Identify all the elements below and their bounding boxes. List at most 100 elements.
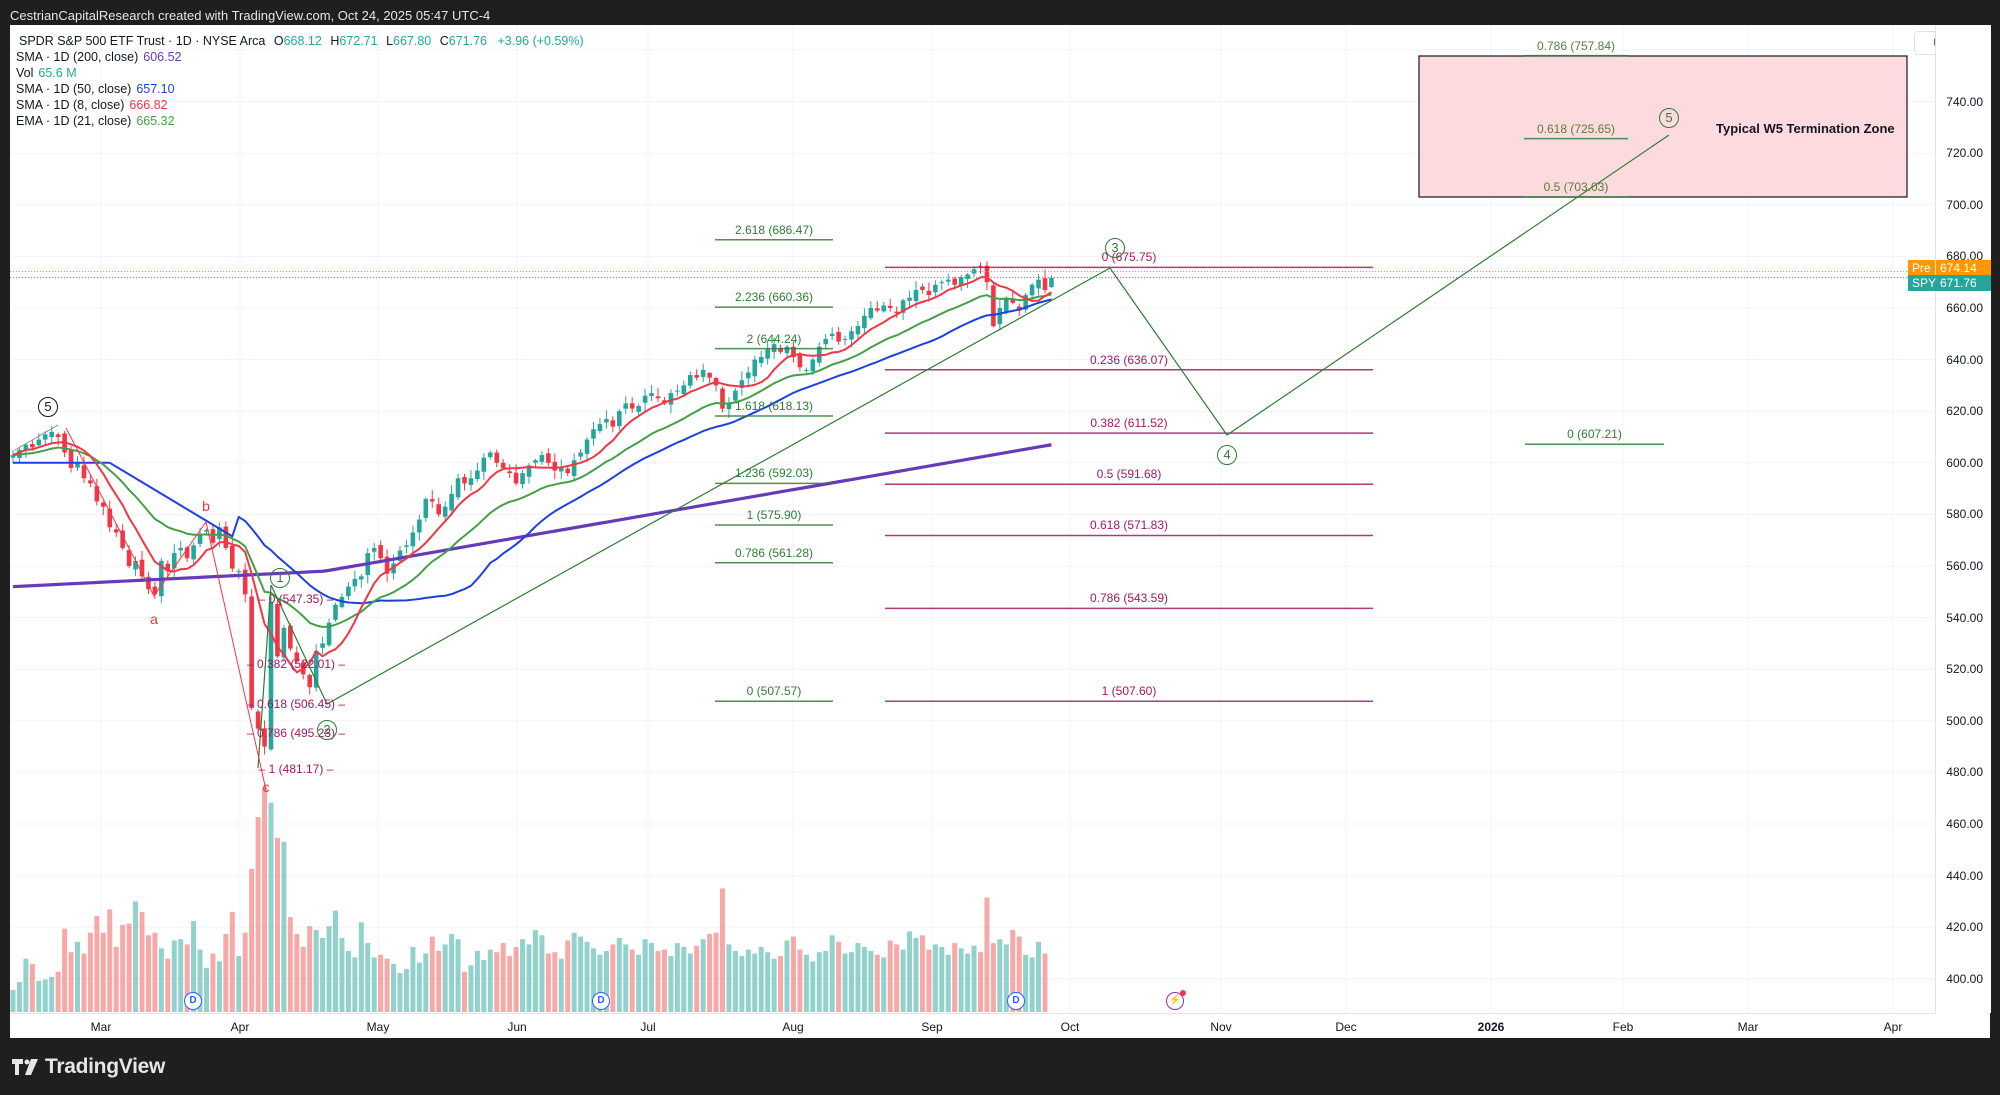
legend-close: 671.76 [448, 34, 487, 48]
indicator-value: 65.6 M [38, 66, 77, 80]
pre-price-label: Pre [1908, 259, 1935, 276]
fib-retracement-label: 0.786 (543.59) [1089, 591, 1169, 606]
fib-extension-label: 2.236 (660.36) [734, 290, 814, 305]
wave-label-2: 2 [317, 720, 337, 740]
price-tick: 540.00 [1946, 610, 1983, 625]
price-tick: 420.00 [1946, 920, 1983, 935]
legend-indicator-row[interactable]: SMA · 1D (200, close) 606.52 [16, 49, 584, 65]
fib-extension-label: 2.618 (686.47) [734, 222, 814, 237]
fib-retracement-label: 0.5 (591.68) [1096, 467, 1162, 482]
time-tick: May [366, 1020, 390, 1034]
time-tick: Nov [1210, 1020, 1232, 1034]
legend-low: 667.80 [393, 34, 432, 48]
wave-label-a: a [150, 611, 158, 627]
chart-legend: SPDR S&P 500 ETF Trust · 1D · NYSE Arca … [16, 33, 584, 129]
fib-extension-label: 1.618 (618.13) [734, 399, 814, 414]
fib-extension-label: 2 (644.24) [746, 331, 802, 346]
price-tick: 460.00 [1946, 817, 1983, 831]
indicator-value: 606.52 [143, 50, 182, 64]
fib-extension-label: 1 (575.90) [746, 507, 802, 522]
legend-indicator-row[interactable]: SMA · 1D (8, close) 666.82 [16, 97, 584, 113]
fib-projection-label: 0.5 (703.03) [1543, 179, 1609, 194]
time-tick: Mar [1737, 1020, 1759, 1034]
fib-extension-label: 0 (507.57) [746, 684, 802, 699]
price-tick: 720.00 [1946, 146, 1983, 161]
fib-retracement-april-label: – 0.382 (522.01) – [246, 657, 346, 671]
price-tick: 580.00 [1946, 507, 1983, 522]
time-tick: Feb [1612, 1020, 1634, 1034]
indicator-value: 665.32 [136, 114, 175, 128]
indicator-label: SMA · 1D (8, close) [16, 98, 125, 112]
wave-label-4: 4 [1217, 445, 1237, 465]
dividend-icon[interactable]: D [592, 992, 610, 1010]
fib-retracement-label: 1 (507.60) [1101, 684, 1157, 699]
wave-label-c: c [262, 779, 270, 795]
price-tick: 400.00 [1946, 971, 1983, 986]
legend-indicator-row[interactable]: Vol 65.6 M [16, 65, 584, 81]
legend-indicator-row[interactable]: SMA · 1D (50, close) 657.10 [16, 81, 584, 97]
indicator-label: SMA · 1D (200, close) [16, 50, 139, 64]
legend-symbol-row[interactable]: SPDR S&P 500 ETF Trust · 1D · NYSE Arca … [19, 34, 584, 48]
time-tick: Sep [921, 1020, 943, 1034]
price-tick: 520.00 [1946, 662, 1983, 677]
pre-price-value: 674.14 [1936, 259, 1991, 276]
legend-high: 672.71 [339, 34, 378, 48]
fib-retracement-april-label: – 0.618 (506.45) – [246, 697, 346, 712]
price-tick: 560.00 [1946, 559, 1983, 573]
price-tick: 600.00 [1946, 455, 1983, 470]
price-axis[interactable]: 740.00 720.00 700.00 680.00 660.00 640.00 620.… [1935, 25, 1991, 1013]
legend-open: 668.12 [283, 34, 322, 48]
price-tick: 620.00 [1946, 404, 1983, 419]
last-price-label: SPY [1908, 274, 1941, 291]
fib-retracement-april-label: – 1 (481.17) – [258, 762, 334, 777]
fib-projection-label: 0.618 (725.65) [1536, 121, 1616, 136]
price-tick: 500.00 [1946, 713, 1983, 728]
time-tick: Mar [90, 1020, 112, 1034]
fib-projection-label: 0 (607.21) [1567, 427, 1622, 442]
legend-symbol-title: SPDR S&P 500 ETF Trust · 1D · NYSE Arca [19, 34, 266, 48]
price-tick: 440.00 [1946, 868, 1983, 883]
indicator-label: Vol [16, 66, 34, 80]
time-tick: Apr [1883, 1020, 1903, 1034]
fib-retracement-label: 0.382 (611.52) [1090, 416, 1168, 431]
time-axis[interactable]: Mar Apr May Jun Jul Aug Sep Oct Nov Dec 2026 Feb Mar… [10, 1013, 1935, 1039]
price-tick: 740.00 [1946, 94, 1983, 109]
indicator-label: EMA · 1D (21, close) [16, 114, 132, 128]
time-tick: Apr [230, 1020, 250, 1034]
time-tick: Dec [1335, 1020, 1357, 1034]
price-tick: 480.00 [1946, 765, 1983, 780]
last-price-value: 671.76 [1936, 274, 1991, 291]
tradingview-wordmark: TradingView [45, 1055, 166, 1078]
wave-label-b: b [202, 498, 210, 514]
time-tick: Jul [640, 1020, 656, 1034]
earnings-alert-dot [1180, 990, 1186, 996]
legend-indicator-row[interactable]: EMA · 1D (21, close) 665.32 [16, 113, 584, 129]
fib-extension-label: 0.786 (561.28) [734, 545, 814, 560]
time-tick: Jun [507, 1020, 527, 1034]
earnings-icon[interactable]: ⚡ [1166, 990, 1186, 1010]
legend-change: +3.96 (+0.59%) [497, 34, 584, 48]
fib-retracement-april-label: – 0 (547.35) – [258, 591, 334, 606]
wave-label-5: 5 [38, 397, 58, 417]
time-tick: Oct [1060, 1020, 1080, 1034]
indicator-value: 666.82 [129, 98, 168, 112]
zone-label: Typical W5 Termination Zone [1716, 121, 1895, 136]
tradingview-logo-icon [12, 1059, 38, 1075]
wave-label-1: 1 [270, 568, 290, 588]
price-tick: 700.00 [1946, 197, 1983, 212]
chart-credit: CestrianCapitalResearch created with Tra… [10, 8, 491, 23]
time-tick: Aug [782, 1020, 804, 1034]
fib-projection-label: 0.786 (757.84) [1536, 38, 1616, 53]
indicator-label: SMA · 1D (50, close) [16, 82, 132, 96]
fib-retracement-label: 0.618 (571.83) [1089, 518, 1169, 533]
time-tick: 2026 [1477, 1020, 1505, 1034]
tradingview-logo: TradingView [12, 1055, 165, 1079]
dividend-icon[interactable]: D [184, 992, 202, 1010]
price-tick: 640.00 [1946, 352, 1983, 367]
wave-label-3: 3 [1105, 238, 1125, 258]
wave-label-5: 5 [1659, 108, 1679, 128]
fib-retracement-label: 0.236 (636.07) [1089, 352, 1169, 367]
price-tick: 660.00 [1946, 301, 1983, 315]
dividend-icon[interactable]: D [1007, 992, 1025, 1010]
